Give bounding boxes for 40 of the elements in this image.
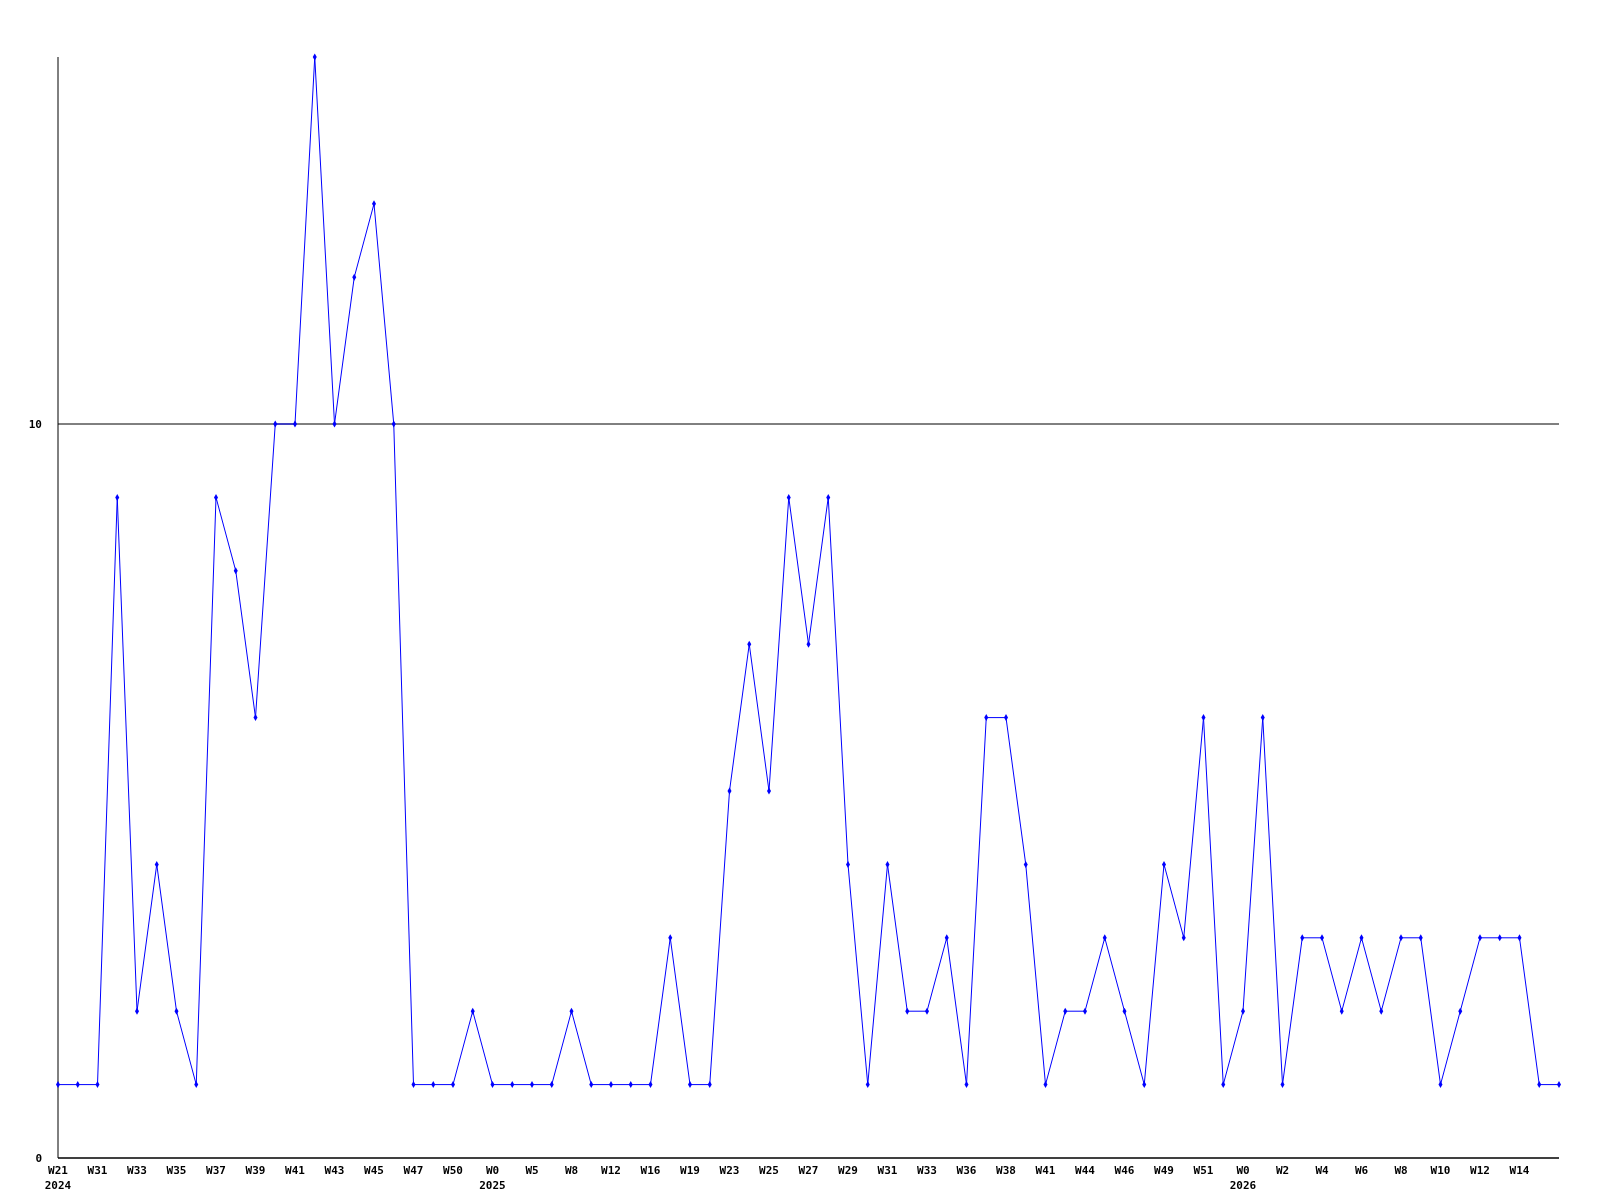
x-tick-label: W0 2026 — [1229, 1164, 1257, 1192]
y-tick-label: 10 — [28, 417, 42, 431]
x-tick-label: W41 — [285, 1164, 306, 1177]
x-tick-label: W0 2025 — [479, 1164, 506, 1192]
x-tick-label: W35 — [166, 1164, 187, 1177]
x-tick-label: W19 — [680, 1164, 700, 1177]
y-tick-label: 0 — [35, 1151, 42, 1165]
x-tick-label: W36 — [956, 1164, 977, 1177]
x-tick-label: W25 — [759, 1164, 779, 1177]
x-tick-label: W27 — [798, 1164, 819, 1177]
x-tick-label: W33 — [127, 1164, 147, 1177]
x-tick-label: W21 2024 — [44, 1164, 72, 1192]
x-tick-label: W37 — [206, 1164, 226, 1177]
x-tick-label: W47 — [403, 1164, 424, 1177]
x-tick-label: W14 — [1509, 1164, 1530, 1177]
x-tick-label: W31 — [877, 1164, 898, 1177]
x-tick-label: W12 — [601, 1164, 621, 1177]
x-tick-label: W39 — [245, 1164, 266, 1177]
x-tick-label: W33 — [917, 1164, 937, 1177]
x-tick-label: W2 — [1275, 1164, 1290, 1177]
x-tick-label: W5 — [525, 1164, 539, 1177]
x-tick-label: W41 — [1035, 1164, 1056, 1177]
x-tick-label: W8 — [1394, 1164, 1408, 1177]
x-tick-label: W43 — [324, 1164, 345, 1177]
x-tick-label: W8 — [564, 1164, 579, 1177]
x-tick-label: W46 — [1114, 1164, 1135, 1177]
x-tick-label: W12 — [1470, 1164, 1490, 1177]
x-tick-label: W10 — [1430, 1164, 1451, 1177]
x-tick-label: W29 — [838, 1164, 858, 1177]
x-tick-label: W6 — [1354, 1164, 1369, 1177]
x-tick-label: W49 — [1154, 1164, 1174, 1177]
x-tick-label: W23 — [719, 1164, 740, 1177]
x-tick-label: W44 — [1075, 1164, 1096, 1177]
x-tick-label: W31 — [87, 1164, 108, 1177]
x-tick-label: W16 — [640, 1164, 661, 1177]
x-tick-label: W45 — [364, 1164, 384, 1177]
x-tick-label: W51 — [1193, 1164, 1214, 1177]
x-tick-label: W50 — [443, 1164, 463, 1177]
x-tick-label: W38 — [996, 1164, 1016, 1177]
x-tick-label: W4 — [1315, 1164, 1329, 1177]
